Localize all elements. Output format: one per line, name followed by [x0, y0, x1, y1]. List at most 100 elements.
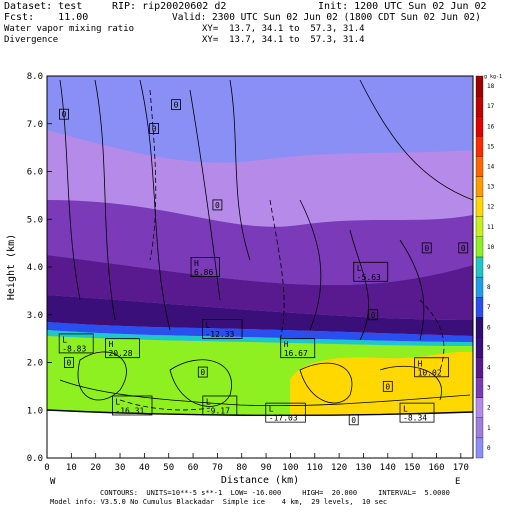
label-box: [58, 333, 94, 354]
colorbar-tick-label: 5: [487, 344, 491, 351]
label-letter: L: [62, 335, 67, 344]
x-tick-label: 170: [453, 463, 469, 473]
colorbar-tick-label: 15: [487, 143, 495, 150]
rip-label: RIP: rip20020602 d2: [112, 1, 227, 12]
colorbar-tick-label: 3: [487, 385, 491, 392]
y-tick-label: 1.0: [27, 406, 43, 416]
label-box: [112, 395, 153, 416]
label-box: [348, 414, 359, 426]
label-box: [64, 357, 74, 368]
label-box: [399, 402, 435, 423]
x-tick-label: 20: [90, 463, 101, 473]
label-box: [59, 108, 69, 120]
colorbar-tick-label: 6: [487, 324, 491, 331]
colorbar-swatch: [475, 236, 484, 258]
colorbar-swatch: [475, 256, 484, 278]
extremum-label: H16.67: [280, 338, 316, 359]
zero-contour-label: 0: [458, 242, 469, 254]
label-letter: H: [108, 340, 113, 349]
colorbar-swatch: [475, 437, 484, 459]
colorbar-tick-label: 14: [487, 163, 495, 170]
extremum-label: L-17.03: [265, 402, 306, 423]
label-letter: H: [194, 259, 199, 268]
label-value: -17.03: [269, 414, 298, 423]
colorbar-swatch: [475, 297, 484, 318]
x-tick-label: 110: [307, 463, 323, 473]
extremum-label: L-8.34: [399, 402, 435, 423]
label-zero: 0: [174, 101, 179, 110]
label-value: -9.17: [206, 406, 230, 415]
extremum-label: H20.28: [105, 338, 140, 358]
init-label: Init: 1200 UTC Sun 02 Jun 02: [318, 1, 487, 12]
footer-contours: CONTOURS: UNITS=10**-5 s**-1 LOW= -16.00…: [100, 489, 450, 497]
field1-label: Water vapor mixing ratio: [4, 24, 135, 34]
colorbar-tick-label: 4: [487, 365, 491, 372]
violet-band: [47, 200, 473, 285]
label-zero: 0: [200, 368, 205, 377]
x-tick-label: 160: [428, 463, 444, 473]
colorbar-tick-label: 2: [487, 405, 491, 412]
label-zero: 0: [215, 201, 220, 210]
colorbar-swatch: [475, 337, 484, 358]
label-letter: L: [269, 405, 274, 414]
label-box: [202, 395, 238, 416]
x-tick-label: 150: [404, 463, 420, 473]
label-box: [280, 338, 316, 359]
colorbar-swatch: [475, 196, 484, 217]
contour-line-dashed: [419, 299, 445, 371]
contour-line-dashed: [119, 399, 211, 411]
label-zero: 0: [424, 244, 429, 253]
colorbar-swatch: [475, 116, 484, 137]
label-zero: 0: [351, 416, 356, 425]
label-value: -8.83: [62, 344, 86, 353]
label-value: 20.28: [108, 349, 132, 358]
label-zero: 0: [66, 359, 71, 368]
y-tick-label: 8.0: [27, 72, 43, 82]
contour-line: [299, 199, 322, 331]
colorbar-tick-label: 0: [487, 445, 491, 452]
contour-line-dashed: [149, 89, 157, 261]
label-letter: L: [205, 321, 210, 330]
contour-line: [59, 79, 81, 301]
y-tick-label: 6.0: [27, 168, 43, 178]
label-box: [265, 402, 306, 423]
label-zero: 0: [385, 382, 390, 391]
valid-label: Valid: 2300 UTC Sun 02 Jun 02 (1800 CDT …: [172, 12, 481, 23]
colorbar-swatch: [475, 417, 484, 439]
x-tick-label: 130: [355, 463, 371, 473]
colorbar-tick-label: 12: [487, 204, 495, 211]
zero-contour-label: 0: [197, 366, 208, 378]
colorbar-unit: g kg-1: [484, 74, 502, 80]
label-zero: 0: [371, 311, 376, 320]
colorbar-swatch: [475, 276, 484, 298]
field-layers: [47, 76, 473, 458]
x-tick-label: 80: [236, 463, 247, 473]
zero-contour-label: 0: [421, 242, 432, 254]
x-axis: 0 10 20 30 40 50 60 70 80 90 100 110 120 130 140 150 160…: [44, 453, 469, 473]
colorbar-tick-label: 9: [487, 264, 491, 271]
y-tick-label: 2.0: [27, 359, 43, 369]
label-box: [414, 357, 450, 378]
colorbar-tick-label: 18: [487, 83, 495, 90]
colorbar-swatch: [475, 397, 484, 418]
y-axis-label: Height (km): [6, 234, 17, 300]
y-tick-label: 4.0: [27, 263, 43, 273]
x-tick-label: 10: [66, 463, 77, 473]
colorbar-swatch: [475, 317, 484, 338]
label-box: [171, 99, 181, 111]
x-tick-label: 40: [139, 463, 150, 473]
x-tick-label: 0: [44, 463, 49, 473]
colorbar-tick-label: 11: [487, 224, 495, 231]
label-box: [368, 309, 379, 321]
zero-contour-label: 0: [59, 108, 69, 120]
label-box: [353, 261, 389, 282]
colorbar-tick-label: 13: [487, 184, 495, 191]
zero-contour-label: 0: [64, 357, 74, 368]
zero-contour-label: 0: [368, 309, 379, 321]
label-letter: L: [357, 264, 362, 273]
contour-line: [399, 239, 425, 341]
label-value: 10.02: [418, 368, 442, 377]
label-box: [382, 380, 393, 392]
extremum-label: L-5.63: [353, 261, 389, 282]
